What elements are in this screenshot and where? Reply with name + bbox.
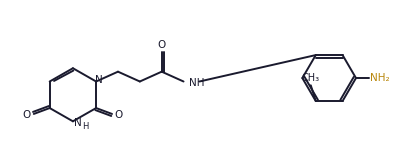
Text: CH₃: CH₃ bbox=[302, 74, 320, 83]
Text: N: N bbox=[95, 74, 103, 85]
Text: NH: NH bbox=[190, 78, 205, 89]
Text: O: O bbox=[115, 110, 123, 120]
Text: O: O bbox=[23, 110, 31, 120]
Text: H: H bbox=[82, 122, 88, 131]
Text: NH₂: NH₂ bbox=[370, 73, 390, 83]
Text: O: O bbox=[157, 40, 166, 50]
Text: N: N bbox=[74, 118, 82, 128]
